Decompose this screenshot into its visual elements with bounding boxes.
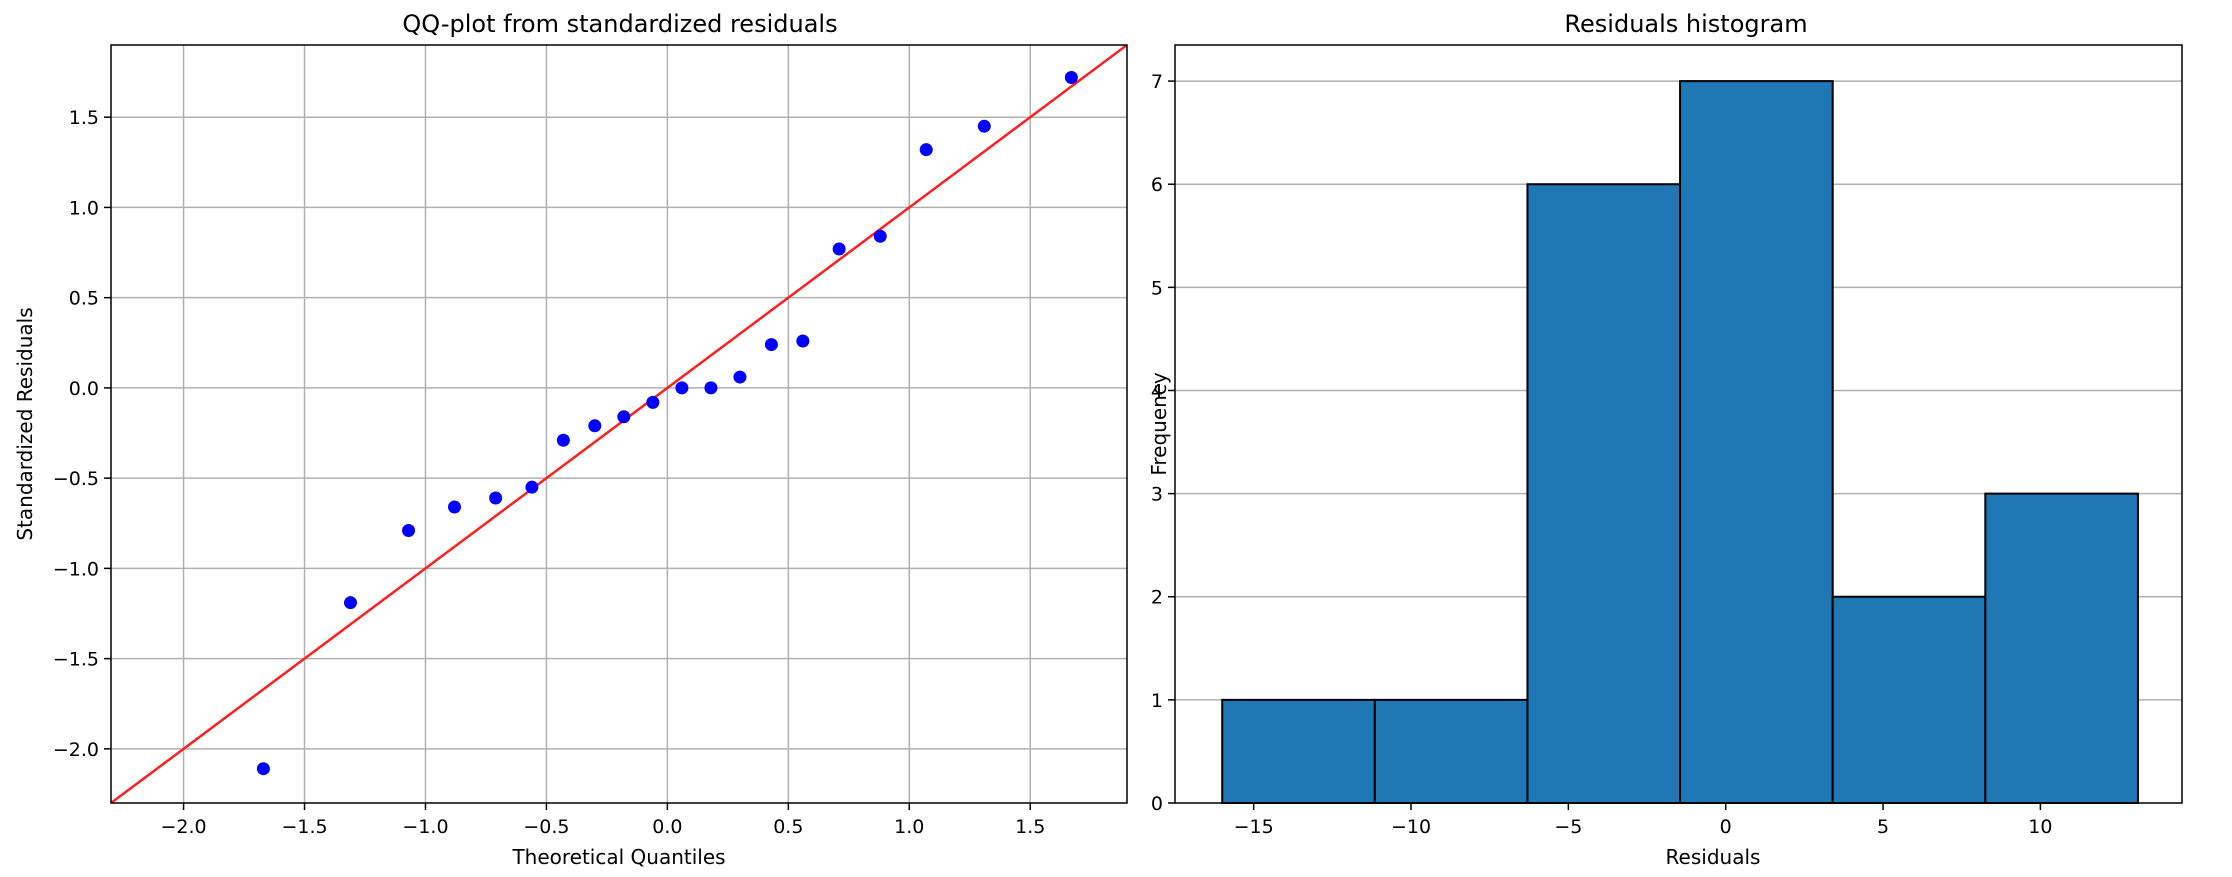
histogram-y-tick-label: 1 (1151, 690, 1163, 712)
histogram-x-tick-label: −10 (1391, 816, 1431, 838)
histogram-title: Residuals histogram (1564, 10, 1807, 38)
histogram-y-tick-label: 4 (1151, 380, 1163, 402)
qq-y-tick-label: 1.5 (69, 107, 99, 129)
qq-plot-title: QQ-plot from standardized residuals (402, 10, 837, 38)
qq-x-tick-label: 1.5 (1015, 816, 1045, 838)
histogram-bar (1831, 595, 1987, 805)
histogram-bar (1984, 492, 2139, 804)
histogram-bar (1526, 183, 1682, 804)
qq-point (764, 338, 778, 352)
qq-axes-frame (110, 44, 1128, 804)
qq-point (977, 119, 991, 133)
qq-point (588, 419, 602, 433)
histogram-y-axis-label: Frequency (1147, 372, 1171, 475)
qq-point (919, 143, 933, 157)
qq-x-tick-label: −0.5 (523, 816, 569, 838)
qq-x-tick-label: −2.0 (161, 816, 207, 838)
qq-y-tick-label: 1.0 (69, 197, 99, 219)
qq-point (873, 229, 887, 243)
qq-points (256, 70, 1078, 776)
qq-point (733, 370, 747, 384)
qq-reference-line-layer (111, 45, 1127, 803)
qq-point (704, 381, 718, 395)
histogram-x-tick-label: −15 (1234, 816, 1274, 838)
qq-point (256, 762, 270, 776)
qq-point (675, 381, 689, 395)
histogram-y-tick-label: 0 (1151, 793, 1163, 815)
qq-y-axis: −2.0 −1.5 −1.0 −0.5 0.0 0.5 1.0 1.5 (53, 107, 111, 761)
histogram-x-tick-label: −5 (1554, 816, 1582, 838)
qq-y-tick-label: −1.5 (53, 649, 99, 671)
histogram-bar (1221, 698, 1376, 804)
histogram-bars (1221, 80, 2139, 805)
qq-point (343, 596, 357, 610)
histogram-panel: Residuals histogram −15 −10 −5 0 5 10 0 1 2 3 4 5 6… (1147, 10, 2183, 869)
qq-x-axis-label: Theoretical Quantiles (511, 845, 725, 869)
qq-grid (111, 45, 1127, 803)
qq-y-axis-label: Standardized Residuals (13, 307, 37, 540)
histogram-axes-frame (1174, 44, 2183, 804)
histogram-y-tick-label: 3 (1151, 484, 1163, 506)
qq-y-tick-label: −0.5 (53, 468, 99, 490)
qq-point (525, 480, 539, 494)
histogram-bar (1373, 698, 1529, 804)
histogram-x-tick-label: 5 (1877, 816, 1889, 838)
qq-y-tick-label: 0.0 (69, 378, 99, 400)
qq-y-tick-label: −1.0 (53, 558, 99, 580)
histogram-y-tick-label: 6 (1151, 174, 1163, 196)
qq-plot-panel: QQ-plot from standardized residuals −2.0… (13, 10, 1128, 869)
histogram-bar (1679, 80, 1834, 805)
qq-y-tick-label: −2.0 (53, 739, 99, 761)
histogram-x-axis-label: Residuals (1666, 845, 1761, 869)
qq-point (556, 433, 570, 447)
qq-x-tick-label: 0.0 (652, 816, 682, 838)
qq-x-tick-label: −1.5 (281, 816, 327, 838)
qq-point (832, 242, 846, 256)
histogram-y-tick-label: 5 (1151, 277, 1163, 299)
qq-y-tick-label: 0.5 (69, 288, 99, 310)
qq-x-tick-label: 0.5 (773, 816, 803, 838)
histogram-x-axis: −15 −10 −5 0 5 10 (1234, 803, 2052, 838)
qq-x-tick-label: −1.0 (402, 816, 448, 838)
qq-point (1064, 70, 1078, 84)
qq-point (646, 395, 660, 409)
histogram-y-axis: 0 1 2 3 4 5 6 7 (1151, 71, 1175, 815)
qq-x-tick-label: 1.0 (894, 816, 924, 838)
qq-point (796, 334, 810, 348)
histogram-x-tick-label: 10 (2028, 816, 2052, 838)
histogram-y-tick-label: 7 (1151, 71, 1163, 93)
qq-point (402, 523, 416, 537)
qq-reference-line (111, 45, 1127, 803)
qq-point (617, 410, 631, 424)
qq-point (448, 500, 462, 514)
qq-point (489, 491, 503, 505)
qq-x-axis: −2.0 −1.5 −1.0 −0.5 0.0 0.5 1.0 1.5 (161, 803, 1045, 838)
histogram-x-tick-label: 0 (1720, 816, 1732, 838)
histogram-y-tick-label: 2 (1151, 587, 1163, 609)
